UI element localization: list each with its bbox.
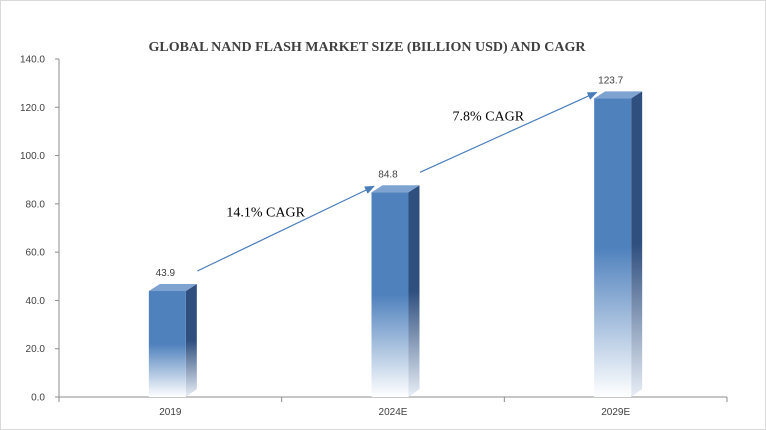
y-tick-label: 140.0 <box>20 55 45 66</box>
data-label: 84.8 <box>378 169 398 180</box>
data-label: 43.9 <box>156 268 176 279</box>
bar-top <box>371 185 420 193</box>
x-tick-label: 2024E <box>379 407 408 418</box>
bar-2019 <box>148 284 197 397</box>
bar-front <box>371 192 409 397</box>
bar-2024E <box>371 185 420 397</box>
bar-front <box>594 98 632 398</box>
bars <box>148 91 643 398</box>
cagr-annotations: 14.1% CAGR 7.8% CAGR <box>197 91 598 272</box>
cagr-label: 7.8% CAGR <box>453 109 525 124</box>
bar-side <box>408 185 420 397</box>
y-tick-label: 60.0 <box>26 248 46 259</box>
bar-side <box>631 91 643 398</box>
cagr-arrow <box>419 91 598 173</box>
y-tick-label: 20.0 <box>26 344 46 355</box>
bar-top <box>148 284 197 292</box>
y-tick-label: 80.0 <box>26 199 46 210</box>
data-labels: 43.9 84.8 123.7 <box>156 75 624 279</box>
y-tick-label: 0.0 <box>31 393 45 404</box>
bar-2029E <box>594 91 643 398</box>
cagr-label: 14.1% CAGR <box>226 206 305 221</box>
bar-side <box>185 284 197 397</box>
y-tick-label: 120.0 <box>20 103 45 114</box>
x-tick-label: 2029E <box>601 407 630 418</box>
bar-front <box>148 291 186 397</box>
chart-title: GLOBAL NAND FLASH MARKET SIZE (BILLION U… <box>149 40 587 55</box>
y-tick-label: 100.0 <box>20 151 45 162</box>
y-tick-label: 40.0 <box>26 296 46 307</box>
cagr-arrow <box>197 185 375 272</box>
data-label: 123.7 <box>598 75 623 86</box>
bar-top <box>594 91 643 99</box>
x-tick-label: 2019 <box>159 407 182 418</box>
